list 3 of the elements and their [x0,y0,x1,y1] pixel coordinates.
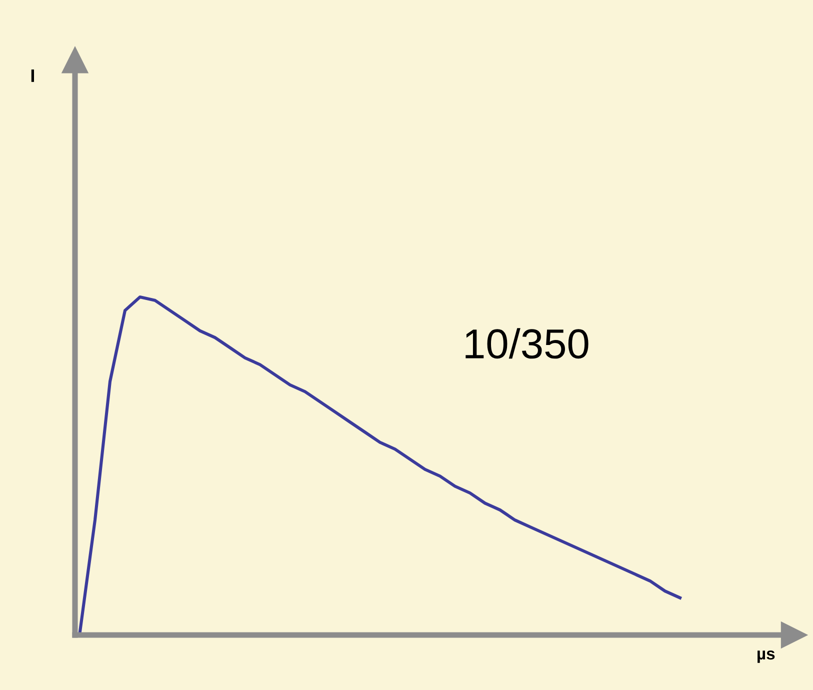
text: I [31,69,34,82]
annotation: 10/350 [466,328,588,359]
x-axis-title: µs [758,650,775,663]
